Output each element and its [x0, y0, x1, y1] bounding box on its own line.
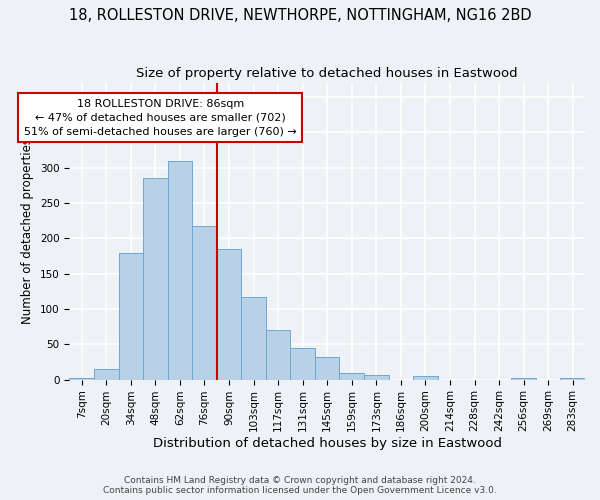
Bar: [241, 297, 266, 380]
Bar: [217, 249, 241, 380]
Bar: [94, 369, 119, 380]
Bar: [167, 160, 192, 380]
Bar: [266, 330, 290, 380]
Bar: [315, 357, 340, 380]
Title: Size of property relative to detached houses in Eastwood: Size of property relative to detached ho…: [136, 68, 518, 80]
Text: 18 ROLLESTON DRIVE: 86sqm
← 47% of detached houses are smaller (702)
51% of semi: 18 ROLLESTON DRIVE: 86sqm ← 47% of detac…: [24, 98, 296, 136]
Bar: [340, 372, 364, 380]
Bar: [560, 378, 585, 380]
Bar: [413, 376, 437, 380]
Bar: [192, 226, 217, 380]
Bar: [143, 178, 167, 380]
Text: 18, ROLLESTON DRIVE, NEWTHORPE, NOTTINGHAM, NG16 2BD: 18, ROLLESTON DRIVE, NEWTHORPE, NOTTINGH…: [68, 8, 532, 22]
Bar: [119, 252, 143, 380]
Bar: [511, 378, 536, 380]
Text: Contains HM Land Registry data © Crown copyright and database right 2024.
Contai: Contains HM Land Registry data © Crown c…: [103, 476, 497, 495]
Bar: [290, 348, 315, 380]
Bar: [70, 378, 94, 380]
X-axis label: Distribution of detached houses by size in Eastwood: Distribution of detached houses by size …: [153, 437, 502, 450]
Y-axis label: Number of detached properties: Number of detached properties: [22, 138, 34, 324]
Bar: [364, 374, 389, 380]
